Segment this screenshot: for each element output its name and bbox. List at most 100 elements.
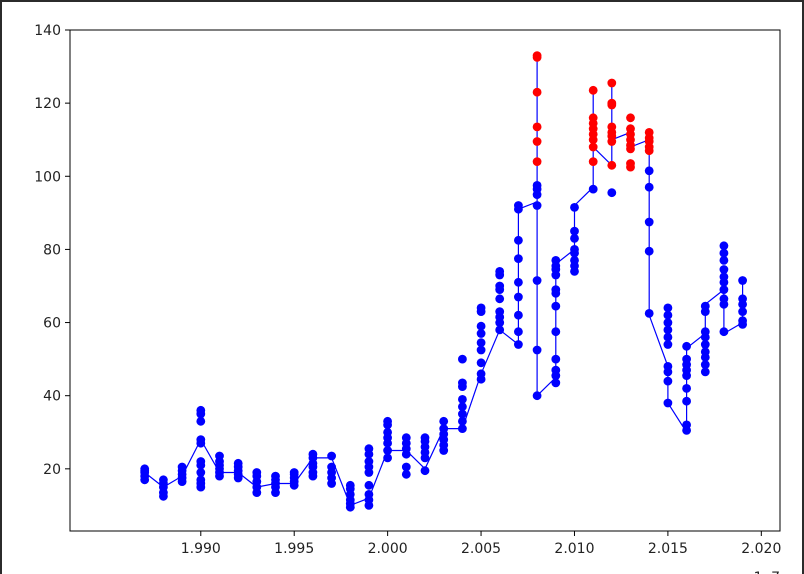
- data-point: [383, 416, 392, 426]
- data-point: [682, 384, 691, 393]
- data-point: [140, 464, 150, 474]
- data-point: [570, 256, 579, 265]
- data-point: [476, 345, 486, 355]
- data-point: [700, 367, 710, 377]
- data-point: [196, 416, 206, 426]
- data-point: [607, 188, 617, 198]
- data-point: [458, 354, 467, 364]
- data-point: [289, 468, 299, 477]
- data-point: [532, 391, 542, 401]
- data-point: [663, 325, 673, 335]
- data-point: [719, 241, 729, 251]
- data-point: [514, 327, 523, 337]
- data-point: [345, 480, 355, 490]
- data-point-highlight: [626, 113, 635, 123]
- data-point: [514, 310, 523, 320]
- data-point-highlight: [532, 122, 542, 132]
- data-point-highlight: [607, 98, 617, 108]
- data-point: [682, 396, 691, 406]
- data-point: [476, 329, 486, 338]
- data-point: [682, 341, 691, 351]
- x-tick-label: 2.020: [741, 541, 781, 557]
- data-point: [700, 347, 710, 357]
- data-point: [719, 285, 729, 294]
- data-point: [514, 235, 523, 245]
- x-tick-label: 2.010: [554, 541, 594, 557]
- data-point: [663, 303, 673, 313]
- data-point: [458, 416, 467, 426]
- data-point: [738, 307, 747, 316]
- data-point: [401, 469, 411, 479]
- data-point: [663, 398, 673, 408]
- data-point: [495, 281, 505, 291]
- data-point: [551, 285, 561, 294]
- x-axis-offset-label: 1e7: [754, 570, 780, 574]
- data-point: [663, 362, 673, 371]
- data-point: [495, 294, 505, 304]
- data-point: [570, 234, 579, 243]
- data-point: [159, 475, 168, 485]
- data-point: [495, 307, 505, 316]
- x-axis: 1.990 1.995 2.000 2.005 2.010 2.015 2.020: [181, 531, 781, 557]
- y-tick-label: 100: [34, 169, 61, 185]
- data-point: [364, 457, 374, 466]
- data-point: [308, 449, 318, 459]
- data-point-highlight: [588, 113, 598, 123]
- data-point: [719, 265, 729, 274]
- data-point: [663, 310, 673, 320]
- x-tick-label: 2.015: [648, 541, 688, 557]
- data-point-highlight: [532, 157, 542, 167]
- data-point: [719, 327, 729, 337]
- data-point-highlight: [588, 85, 598, 95]
- data-point: [682, 420, 691, 430]
- data-point: [700, 340, 710, 349]
- series-points-group: [140, 51, 747, 512]
- data-point: [476, 303, 486, 313]
- data-point: [233, 458, 243, 468]
- data-point: [458, 395, 467, 404]
- data-point: [532, 276, 542, 285]
- data-point: [738, 276, 747, 285]
- data-point: [719, 272, 729, 282]
- data-point: [700, 327, 710, 337]
- data-point: [401, 462, 411, 472]
- y-tick-label: 120: [34, 96, 61, 112]
- data-point: [644, 246, 654, 256]
- data-point: [327, 462, 336, 472]
- data-point: [327, 451, 336, 461]
- data-point-highlight: [644, 127, 654, 137]
- y-tick-label: 40: [43, 389, 61, 405]
- y-axis: 20 40 60 80 100 120 140: [34, 23, 70, 478]
- data-point: [644, 309, 654, 318]
- data-point-highlight: [607, 160, 617, 170]
- data-point: [700, 301, 710, 311]
- data-point-highlight: [588, 142, 598, 152]
- data-point: [439, 424, 449, 433]
- data-point: [514, 254, 523, 263]
- data-point: [252, 468, 262, 477]
- data-point-highlight: [532, 87, 542, 97]
- data-point-highlight: [588, 157, 598, 167]
- data-point-highlight: [607, 78, 617, 88]
- data-point: [271, 471, 280, 481]
- y-tick-label: 20: [43, 462, 61, 478]
- data-point: [551, 365, 561, 375]
- data-point: [420, 433, 430, 443]
- data-point: [644, 182, 654, 192]
- data-point: [458, 378, 467, 388]
- data-point: [364, 480, 374, 490]
- data-point: [682, 354, 691, 364]
- data-point: [196, 435, 206, 444]
- data-point: [476, 321, 486, 331]
- data-point: [570, 203, 579, 212]
- data-point: [551, 354, 561, 364]
- data-point-highlight: [626, 124, 635, 134]
- data-point: [196, 457, 206, 466]
- x-tick-label: 2.005: [461, 541, 501, 557]
- data-point-highlight: [532, 137, 542, 146]
- data-point: [364, 444, 374, 454]
- data-point: [570, 245, 579, 254]
- data-point: [663, 376, 673, 386]
- data-point: [458, 409, 467, 419]
- data-point: [644, 217, 654, 227]
